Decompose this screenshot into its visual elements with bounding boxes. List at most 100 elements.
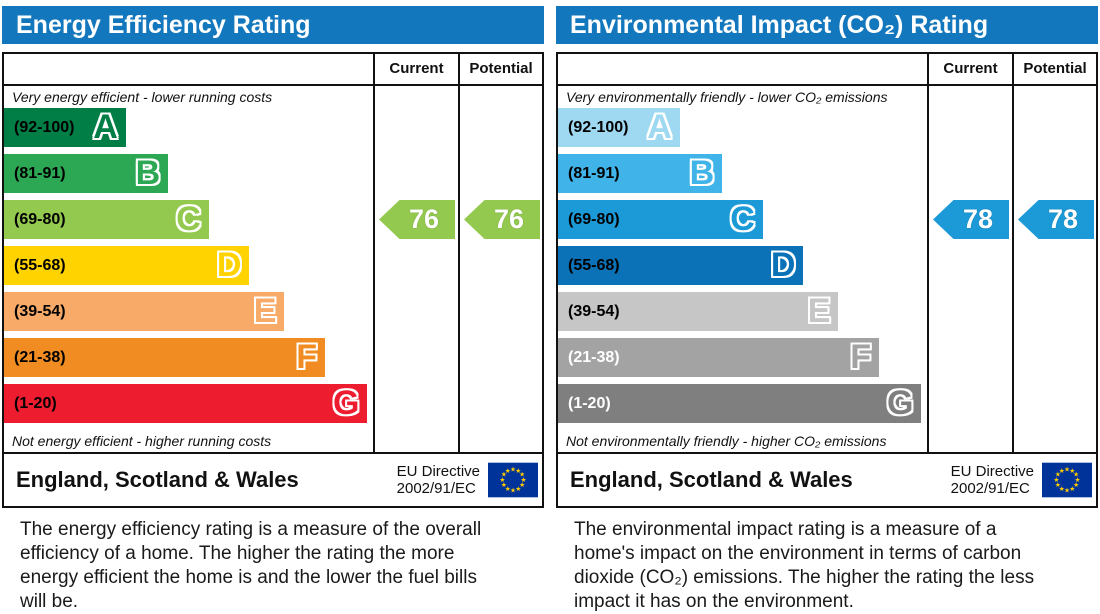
current-rating-value: 78 [962,204,994,234]
band-range-label: (81-91) [568,164,620,182]
band-bar-d: (55-68) D [558,246,804,285]
band-range-label: (21-38) [568,348,620,366]
svg-text:★: ★ [1073,471,1079,479]
current-rating-arrow: 78 [933,200,1009,239]
band-row-e: (39-54) E [558,292,927,331]
bands-column: Very energy efficient - lower running co… [4,86,373,452]
band-letter: B [135,154,161,192]
svg-text:★: ★ [1073,481,1079,489]
eu-flag-icon: ★ ★★ ★★★ ★★★ ★★★ [488,462,538,498]
band-row-c: (69-80) C [558,200,927,239]
band-range-label: (92-100) [568,118,629,136]
band-row-a: (92-100) A [558,108,927,147]
band-bar-g: (1-20) G [558,384,922,423]
bands-column: Very environmentally friendly - lower CO… [558,86,927,452]
band-row-d: (55-68) D [4,246,373,285]
header-spacer [4,54,373,86]
panel-description: The environmental impact rating is a mea… [574,519,1035,612]
eu-directive-line1: EU Directive [950,463,1034,480]
potential-rating-arrow: 78 [1018,200,1094,239]
eu-directive-line2: 2002/91/EC [950,480,1030,497]
bands: (92-100) A (81-91) B (69-80) C (55-68) D (39-54)… [558,108,927,423]
svg-text:★: ★ [1055,471,1061,479]
svg-text:★: ★ [1075,476,1081,484]
svg-text:★: ★ [1059,485,1065,493]
band-range-label: (39-54) [568,302,620,320]
svg-text:★: ★ [1055,481,1061,489]
eu-directive-label: EU Directive 2002/91/EC [951,463,1034,497]
region-label: England, Scotland & Wales [16,467,299,492]
band-bar-c: (69-80) C [558,200,763,239]
svg-text:★: ★ [505,467,511,475]
band-letter: G [333,384,360,422]
eu-directive-line1: EU Directive [396,463,480,480]
band-bar-c: (69-80) C [4,200,209,239]
svg-text:★: ★ [515,467,521,475]
rating-table: Current Potential Very environmentally f… [556,52,1098,508]
band-bar-b: (81-91) B [4,154,169,193]
current-column: 76 [373,86,458,452]
band-row-b: (81-91) B [558,154,927,193]
band-letter: G [887,384,914,422]
band-letter: C [176,200,201,238]
current-column-header: Current [927,54,1012,86]
top-caption: Very environmentally friendly - lower CO… [566,89,888,105]
band-letter: E [807,292,831,330]
svg-text:★: ★ [519,481,525,489]
potential-column-header: Potential [458,54,542,86]
potential-column: 78 [1012,86,1096,452]
potential-rating-value: 76 [493,204,525,234]
band-range-label: (92-100) [14,118,75,136]
current-rating-arrow: 76 [379,200,455,239]
band-range-label: (69-80) [14,210,66,228]
band-row-d: (55-68) D [558,246,927,285]
panel-description: The energy efficiency rating is a measur… [20,519,482,612]
eu-directive-label: EU Directive 2002/91/EC [397,463,480,497]
current-rating-value: 76 [408,204,440,234]
band-range-label: (55-68) [14,256,66,274]
rating-table: Current Potential Very energy efficient … [2,52,544,508]
svg-text:★: ★ [1069,467,1075,475]
potential-column: 76 [458,86,542,452]
svg-text:★: ★ [521,476,527,484]
band-range-label: (1-20) [568,394,611,412]
band-bar-a: (92-100) A [558,108,680,147]
top-caption: Very energy efficient - lower running co… [12,89,273,105]
svg-text:★: ★ [505,485,511,493]
svg-text:★: ★ [1059,467,1065,475]
band-letter: F [296,338,318,376]
table-footer: England, Scotland & Wales EU Directive 2… [4,452,542,506]
band-letter: D [216,246,242,284]
svg-text:★: ★ [1069,485,1075,493]
bottom-caption: Not environmentally friendly - higher CO… [566,433,887,449]
band-bar-d: (55-68) D [4,246,250,285]
band-bar-a: (92-100) A [4,108,126,147]
band-bar-b: (81-91) B [558,154,723,193]
band-letter: A [93,108,118,146]
band-row-g: (1-20) G [4,384,373,423]
svg-text:★: ★ [501,471,507,479]
band-row-c: (69-80) C [4,200,373,239]
band-row-f: (21-38) F [4,338,373,377]
header-spacer [558,54,927,86]
svg-text:★: ★ [515,485,521,493]
svg-text:★: ★ [1064,487,1070,495]
current-column: 78 [927,86,1012,452]
eu-flag-icon: ★ ★★ ★★★ ★★★ ★★★ [1042,462,1092,498]
current-column-header: Current [373,54,458,86]
svg-text:★: ★ [510,465,516,473]
band-range-label: (21-38) [14,348,66,366]
potential-rating-arrow: 76 [464,200,540,239]
band-row-e: (39-54) E [4,292,373,331]
band-bar-g: (1-20) G [4,384,368,423]
band-range-label: (69-80) [568,210,620,228]
bands: (92-100) A (81-91) B (69-80) C (55-68) D (39-54)… [4,108,373,423]
band-letter: F [850,338,872,376]
table-footer: England, Scotland & Wales EU Directive 2… [558,452,1096,506]
band-row-b: (81-91) B [4,154,373,193]
band-row-f: (21-38) F [558,338,927,377]
potential-column-header: Potential [1012,54,1096,86]
potential-rating-value: 78 [1047,204,1079,234]
band-letter: E [253,292,277,330]
